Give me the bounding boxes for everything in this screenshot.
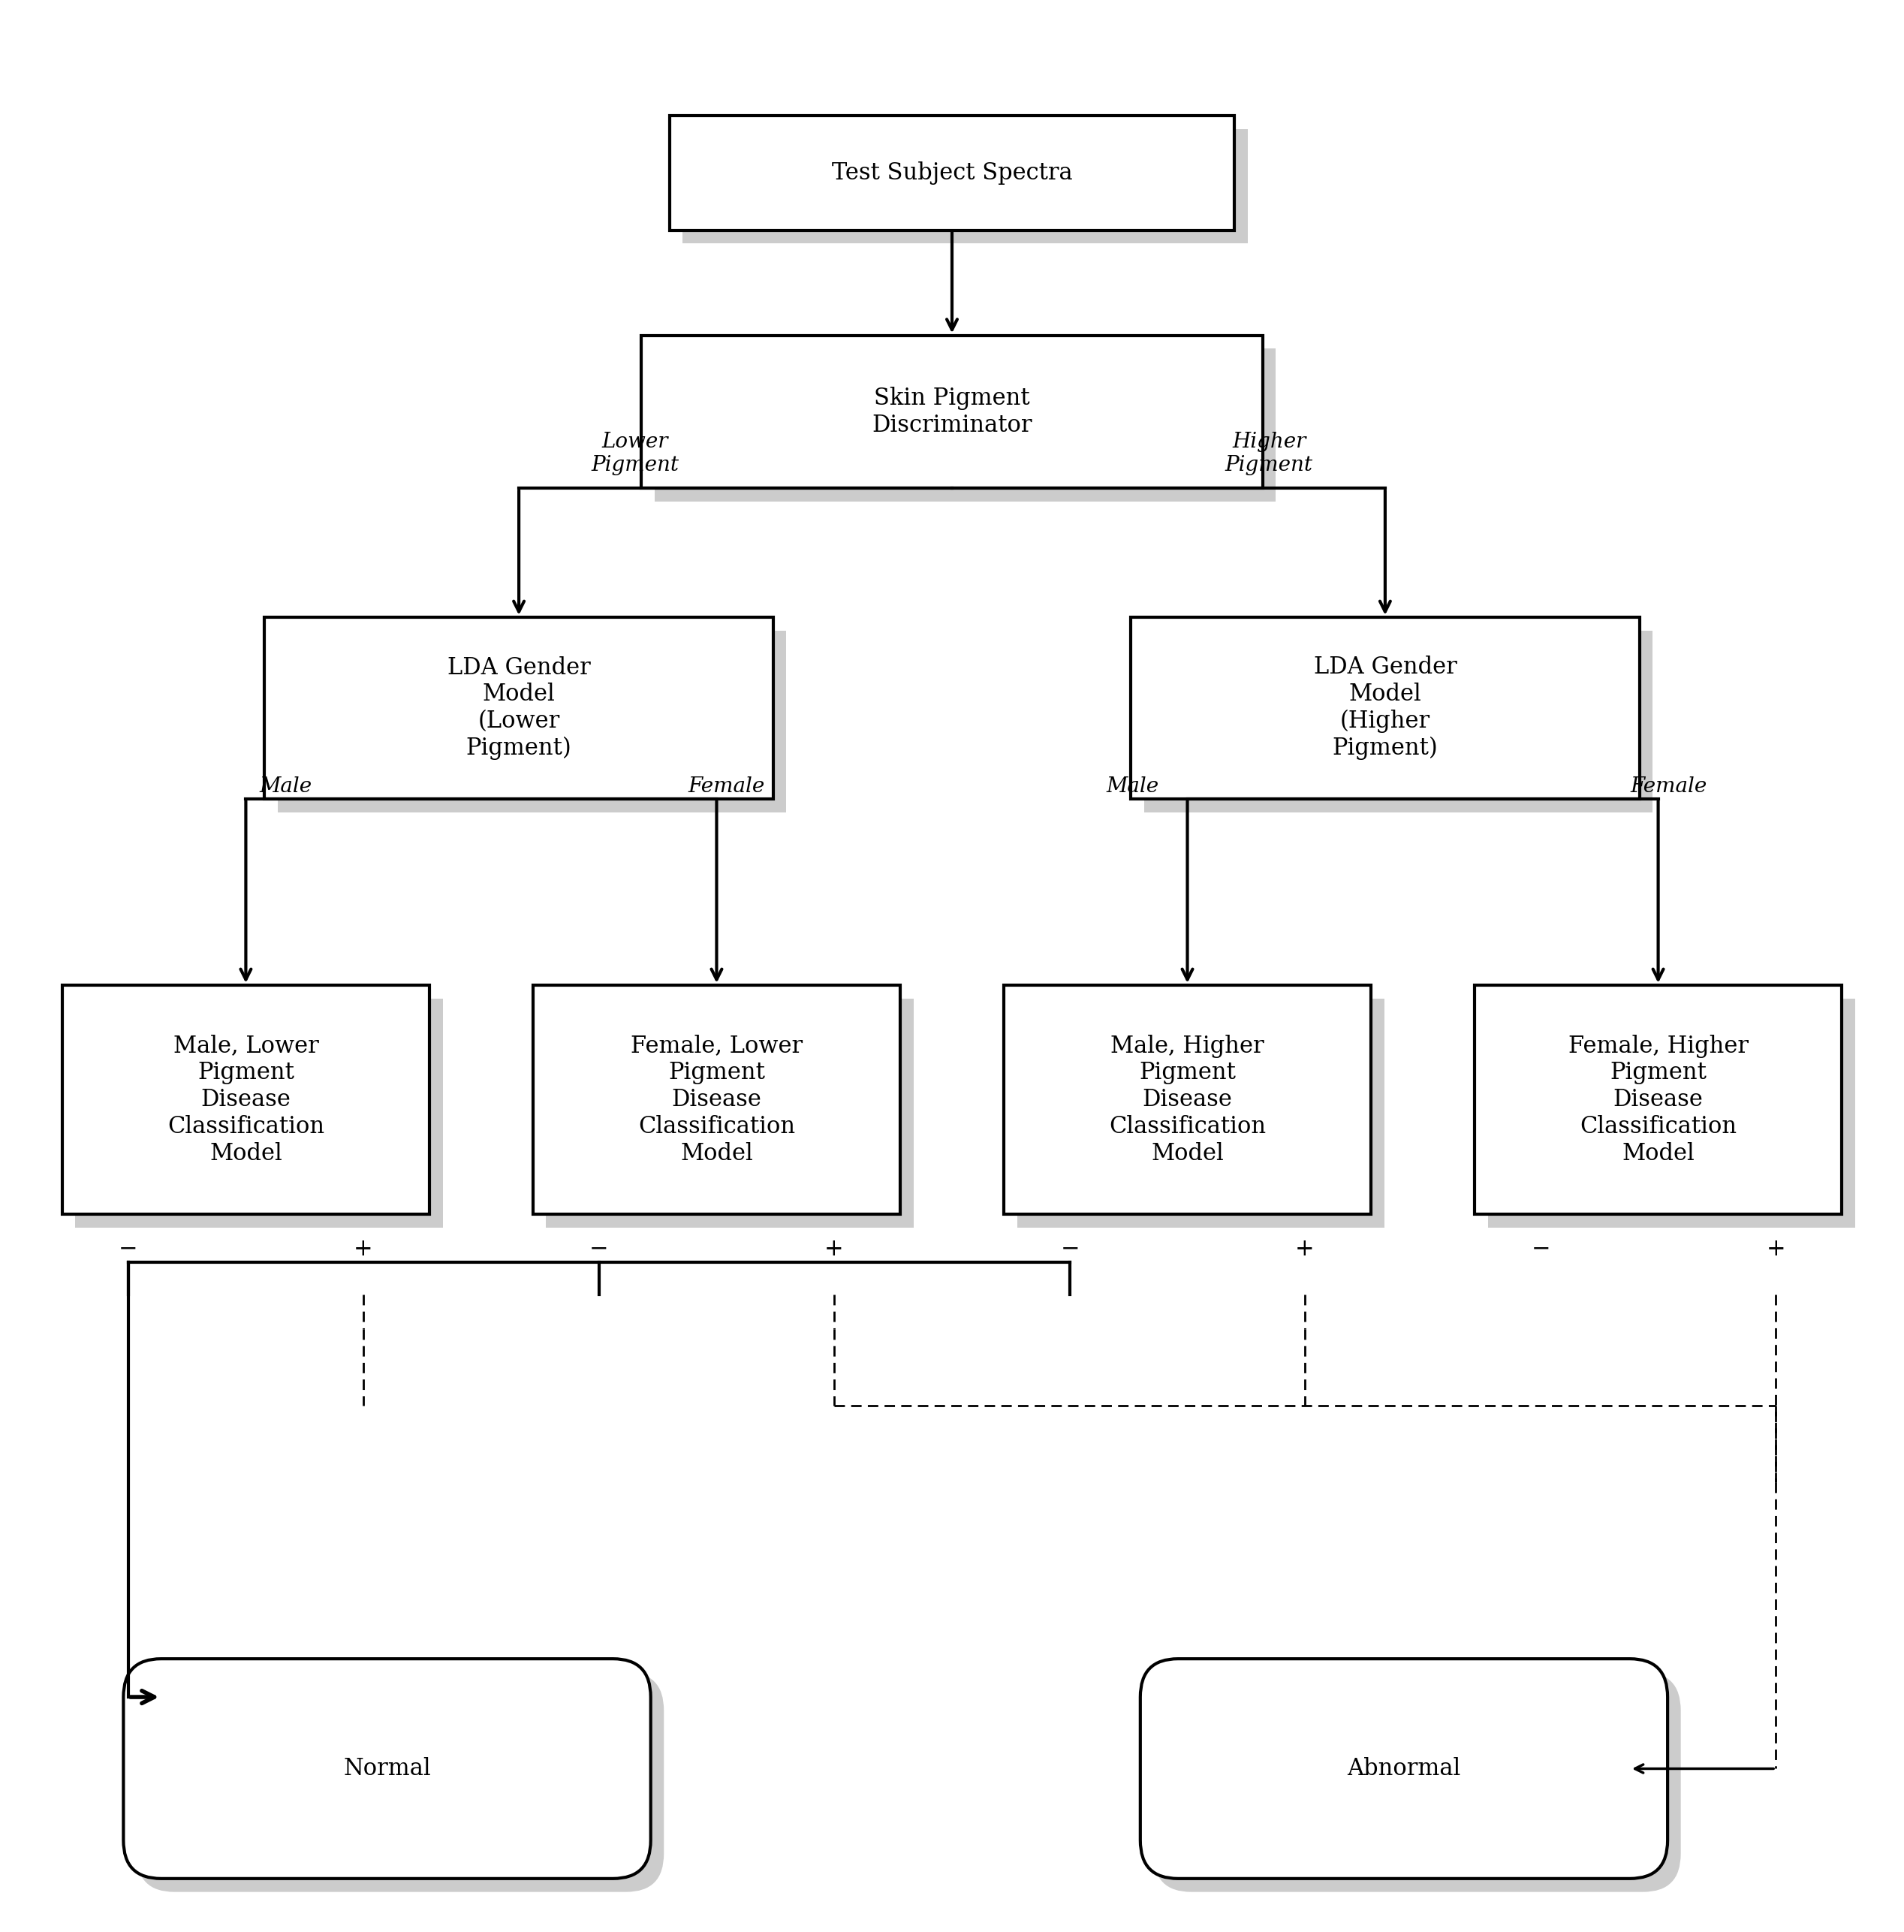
Text: Female, Lower
Pigment
Disease
Classification
Model: Female, Lower Pigment Disease Classifica… bbox=[630, 1034, 803, 1165]
Text: −: − bbox=[590, 1236, 609, 1260]
Text: −: − bbox=[118, 1236, 137, 1260]
Text: +: + bbox=[824, 1236, 843, 1260]
Text: Test Subject Spectra: Test Subject Spectra bbox=[832, 160, 1072, 185]
Text: Male: Male bbox=[1106, 777, 1160, 796]
FancyBboxPatch shape bbox=[1154, 1673, 1681, 1891]
FancyBboxPatch shape bbox=[533, 985, 901, 1215]
Text: −: − bbox=[1061, 1236, 1080, 1260]
Text: LDA Gender
Model
(Higher
Pigment): LDA Gender Model (Higher Pigment) bbox=[1314, 655, 1457, 759]
FancyBboxPatch shape bbox=[655, 348, 1276, 502]
Text: +: + bbox=[1767, 1236, 1786, 1260]
FancyBboxPatch shape bbox=[1144, 630, 1653, 811]
Text: Female: Female bbox=[1630, 777, 1706, 796]
FancyBboxPatch shape bbox=[546, 999, 914, 1229]
FancyBboxPatch shape bbox=[265, 616, 773, 798]
Text: Female, Higher
Pigment
Disease
Classification
Model: Female, Higher Pigment Disease Classific… bbox=[1569, 1034, 1748, 1165]
FancyBboxPatch shape bbox=[1474, 985, 1841, 1215]
Text: −: − bbox=[1531, 1236, 1550, 1260]
Text: Female: Female bbox=[689, 777, 765, 796]
FancyBboxPatch shape bbox=[137, 1673, 664, 1891]
FancyBboxPatch shape bbox=[1131, 616, 1639, 798]
Text: Skin Pigment
Discriminator: Skin Pigment Discriminator bbox=[872, 386, 1032, 437]
FancyBboxPatch shape bbox=[63, 985, 430, 1215]
Text: Lower
Pigment: Lower Pigment bbox=[590, 433, 680, 475]
FancyBboxPatch shape bbox=[76, 999, 442, 1229]
Text: Male: Male bbox=[259, 777, 312, 796]
FancyBboxPatch shape bbox=[1140, 1660, 1668, 1878]
FancyBboxPatch shape bbox=[684, 129, 1247, 243]
FancyBboxPatch shape bbox=[1487, 999, 1854, 1229]
Text: Male, Higher
Pigment
Disease
Classification
Model: Male, Higher Pigment Disease Classificat… bbox=[1108, 1034, 1266, 1165]
Text: LDA Gender
Model
(Lower
Pigment): LDA Gender Model (Lower Pigment) bbox=[447, 657, 590, 759]
Text: Higher
Pigment: Higher Pigment bbox=[1224, 433, 1314, 475]
FancyBboxPatch shape bbox=[1003, 985, 1371, 1215]
Text: Normal: Normal bbox=[343, 1756, 430, 1779]
Text: +: + bbox=[1295, 1236, 1314, 1260]
Text: +: + bbox=[354, 1236, 373, 1260]
FancyBboxPatch shape bbox=[642, 336, 1262, 489]
FancyBboxPatch shape bbox=[670, 116, 1234, 230]
FancyBboxPatch shape bbox=[124, 1660, 651, 1878]
Text: Abnormal: Abnormal bbox=[1348, 1756, 1460, 1779]
FancyBboxPatch shape bbox=[1017, 999, 1384, 1229]
Text: Male, Lower
Pigment
Disease
Classification
Model: Male, Lower Pigment Disease Classificati… bbox=[168, 1034, 324, 1165]
FancyBboxPatch shape bbox=[278, 630, 786, 811]
